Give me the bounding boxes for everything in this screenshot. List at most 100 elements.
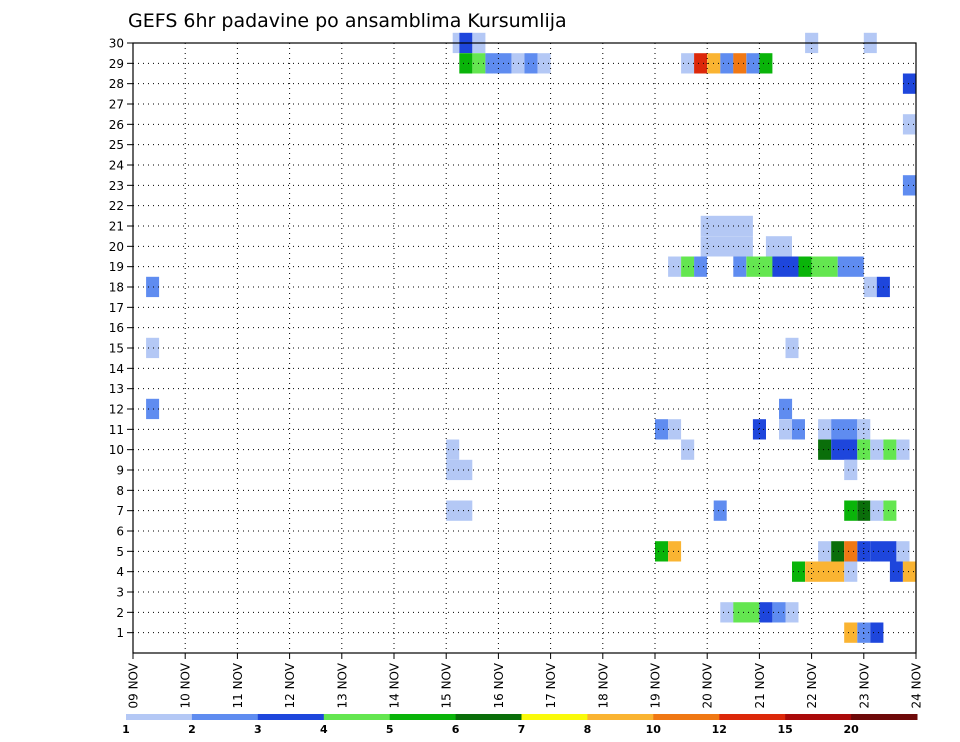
precip-cell bbox=[818, 541, 832, 562]
colorbar-label: 12 bbox=[712, 723, 727, 736]
precip-cell bbox=[524, 53, 538, 74]
y-tick-label: 27 bbox=[109, 98, 124, 112]
colorbar-swatch bbox=[521, 714, 588, 720]
precip-cell bbox=[146, 337, 160, 359]
precip-cell bbox=[818, 419, 832, 440]
chart-title: GEFS 6hr padavine po ansamblima Kursumli… bbox=[128, 10, 567, 32]
dotted-gridlines bbox=[133, 42, 916, 653]
precipitation-cells bbox=[146, 32, 916, 643]
precip-cell bbox=[883, 500, 897, 521]
precip-cell bbox=[772, 256, 799, 277]
precip-cell bbox=[713, 500, 727, 521]
precip-cell bbox=[831, 541, 845, 562]
y-tick-label: 3 bbox=[116, 586, 124, 600]
precip-cell bbox=[752, 419, 766, 440]
colorbar-swatch bbox=[126, 714, 193, 720]
precip-cell bbox=[733, 53, 747, 74]
precip-cell bbox=[785, 602, 799, 623]
precip-cell bbox=[459, 53, 473, 74]
y-tick-label: 7 bbox=[116, 504, 124, 518]
precip-cell bbox=[537, 53, 551, 74]
y-tick-label: 16 bbox=[109, 321, 124, 335]
precip-cell bbox=[902, 561, 916, 582]
colorbar-label: 5 bbox=[386, 723, 394, 736]
y-tick-label: 21 bbox=[109, 220, 124, 234]
precip-cell bbox=[798, 256, 812, 277]
precip-cell bbox=[902, 73, 916, 94]
y-tick-label: 14 bbox=[109, 362, 124, 376]
y-tick-label: 8 bbox=[116, 484, 124, 498]
colorbar-label: 15 bbox=[778, 723, 793, 736]
precip-cell bbox=[668, 256, 682, 277]
colorbar-swatch bbox=[653, 714, 720, 720]
y-tick-label: 6 bbox=[116, 525, 124, 539]
precip-cell bbox=[681, 439, 695, 460]
precip-cell bbox=[870, 439, 884, 460]
y-tick-label: 23 bbox=[109, 179, 124, 193]
y-tick-label: 11 bbox=[109, 423, 124, 437]
y-tick-label: 26 bbox=[109, 118, 124, 132]
precip-cell bbox=[883, 439, 897, 460]
precip-cell bbox=[511, 53, 525, 74]
precip-cell bbox=[759, 602, 773, 623]
precip-cell bbox=[779, 398, 793, 420]
colorbar-swatch bbox=[587, 714, 654, 720]
y-axis-ticks: 1234567891011121314151617181920212223242… bbox=[109, 37, 133, 640]
precip-cell bbox=[837, 256, 864, 277]
precip-cell bbox=[811, 256, 838, 277]
precip-cell bbox=[831, 419, 858, 440]
x-tick-label: 20 NOV bbox=[701, 662, 715, 708]
colorbar-swatch bbox=[257, 714, 325, 720]
x-tick-label: 13 NOV bbox=[335, 662, 349, 708]
precip-cell bbox=[655, 541, 669, 562]
colorbar-swatch bbox=[191, 714, 259, 720]
precip-cell bbox=[746, 256, 773, 277]
colorbar-legend: 1 2 3 4 5 6 7 8 10 12 15 20 bbox=[122, 714, 918, 736]
y-tick-label: 15 bbox=[109, 342, 124, 356]
precip-cell bbox=[896, 541, 910, 562]
x-tick-label: 14 NOV bbox=[388, 662, 402, 708]
y-tick-label: 12 bbox=[109, 403, 124, 417]
x-tick-label: 19 NOV bbox=[649, 662, 663, 708]
precip-cell bbox=[446, 439, 460, 460]
x-tick-label: 09 NOV bbox=[127, 662, 141, 708]
precip-cell bbox=[733, 256, 747, 277]
y-tick-label: 20 bbox=[109, 240, 124, 254]
x-tick-label: 12 NOV bbox=[283, 662, 297, 708]
x-tick-label: 10 NOV bbox=[179, 662, 193, 708]
x-tick-label: 17 NOV bbox=[544, 662, 558, 708]
y-tick-label: 10 bbox=[109, 443, 124, 457]
colorbar-label: 2 bbox=[188, 723, 196, 736]
y-tick-label: 1 bbox=[116, 626, 124, 640]
precip-cell bbox=[844, 561, 858, 582]
x-tick-label: 11 NOV bbox=[231, 662, 245, 708]
precip-cell bbox=[668, 419, 682, 440]
precip-cell bbox=[146, 398, 160, 420]
precip-cell bbox=[785, 337, 799, 359]
precip-cell bbox=[681, 256, 695, 277]
y-tick-label: 4 bbox=[116, 565, 124, 579]
colorbar-swatch bbox=[851, 714, 918, 720]
precip-cell bbox=[818, 439, 832, 460]
colorbar-swatch bbox=[785, 714, 852, 720]
x-tick-label: 18 NOV bbox=[596, 662, 610, 708]
y-tick-label: 5 bbox=[116, 545, 124, 559]
precip-cell bbox=[700, 215, 753, 237]
x-tick-label: 21 NOV bbox=[753, 662, 767, 708]
precip-cell bbox=[733, 602, 760, 623]
colorbar-label: 1 bbox=[122, 723, 130, 736]
x-tick-label: 22 NOV bbox=[805, 662, 819, 708]
colorbar-label: 8 bbox=[584, 723, 592, 736]
precip-cell bbox=[863, 276, 877, 298]
colorbar-label: 6 bbox=[452, 723, 460, 736]
precip-cell bbox=[759, 53, 773, 74]
precip-cell bbox=[902, 114, 916, 135]
precip-cell bbox=[870, 622, 884, 643]
precip-cell bbox=[844, 622, 858, 643]
precip-cell bbox=[805, 561, 845, 582]
y-tick-label: 28 bbox=[109, 77, 124, 91]
precip-cell bbox=[655, 419, 669, 440]
precip-cell bbox=[700, 236, 753, 257]
precip-cell bbox=[831, 439, 858, 460]
